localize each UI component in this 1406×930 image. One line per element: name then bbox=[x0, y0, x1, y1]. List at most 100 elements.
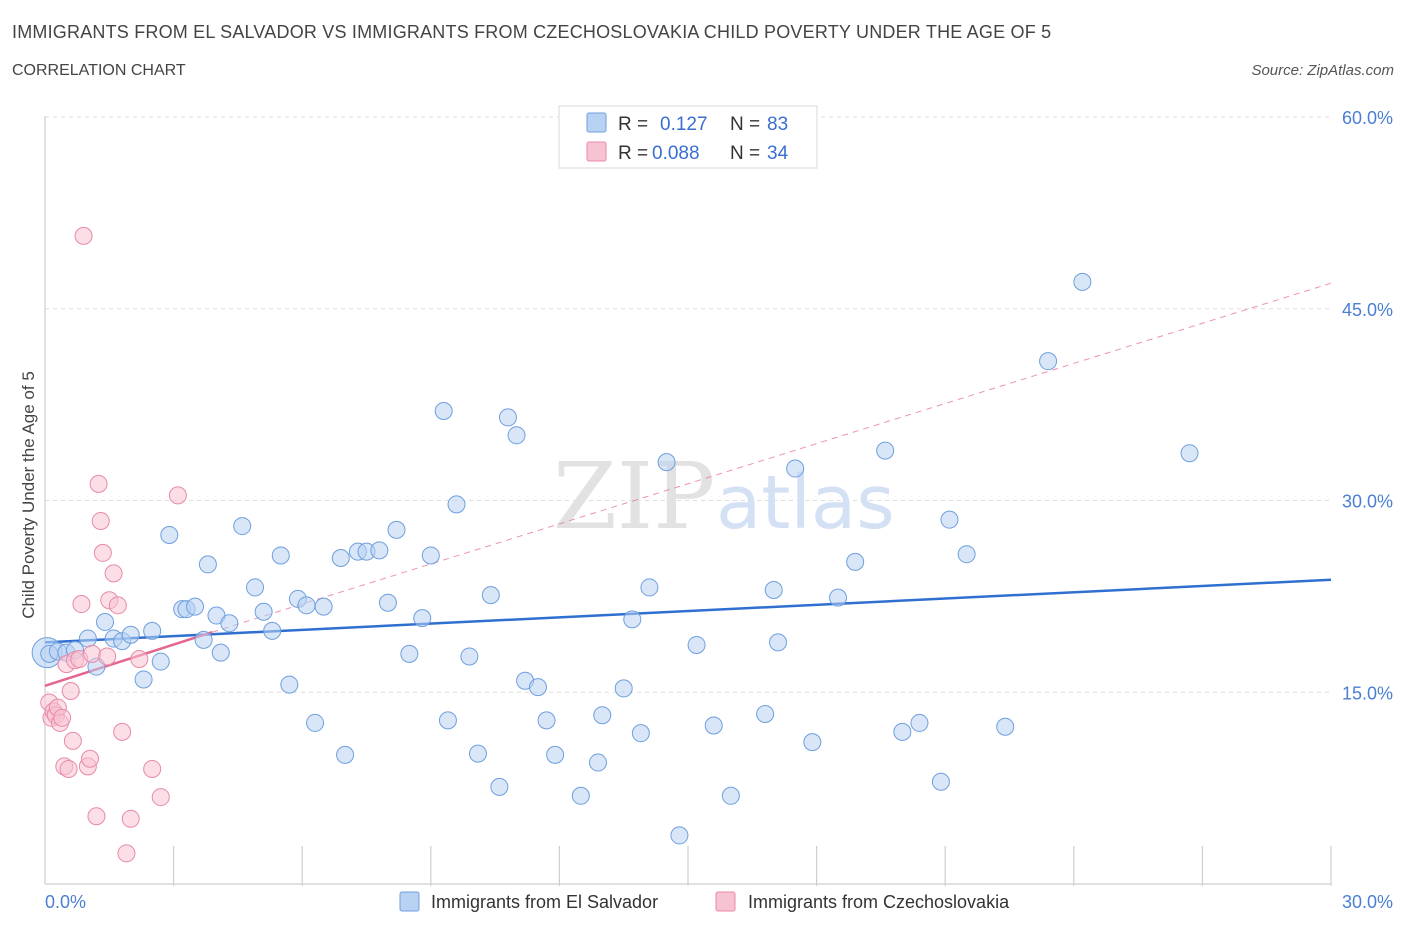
source-credit: Source: ZipAtlas.com bbox=[1251, 62, 1394, 79]
point-pink-33 bbox=[168, 486, 187, 505]
point-blue-30 bbox=[306, 713, 325, 732]
point-blue-42 bbox=[434, 402, 453, 421]
point-pink-6 bbox=[53, 708, 72, 727]
point-blue-52 bbox=[528, 678, 547, 697]
point-pink-15 bbox=[74, 226, 93, 245]
point-pink-17 bbox=[81, 749, 100, 768]
point-blue-10 bbox=[134, 670, 153, 689]
legend-swatch-pink bbox=[586, 141, 607, 162]
point-blue-63 bbox=[670, 826, 689, 845]
point-pink-29 bbox=[121, 809, 140, 828]
y-tick-label-1: 30.0% bbox=[1342, 492, 1393, 512]
point-blue-68 bbox=[764, 580, 783, 599]
point-blue-69 bbox=[769, 633, 788, 652]
point-pink-30 bbox=[130, 650, 149, 669]
legend-swatch-blue bbox=[586, 112, 607, 133]
trend-line-pink bbox=[44, 630, 213, 688]
point-blue-23 bbox=[246, 578, 265, 597]
watermark-zip: ZIP bbox=[553, 443, 715, 550]
y-axis-label: Child Poverty Under the Age of 5 bbox=[19, 371, 38, 619]
grid-lines bbox=[45, 116, 1331, 693]
point-pink-32 bbox=[151, 788, 170, 807]
point-pink-10 bbox=[61, 681, 80, 700]
point-blue-21 bbox=[220, 614, 239, 633]
legend-r-label-pink: R = bbox=[618, 143, 648, 164]
x-ticks bbox=[173, 846, 1332, 886]
point-blue-75 bbox=[893, 722, 912, 741]
point-blue-56 bbox=[588, 753, 607, 772]
point-blue-64 bbox=[687, 635, 706, 654]
point-blue-78 bbox=[940, 510, 959, 529]
point-blue-22 bbox=[233, 517, 252, 536]
point-blue-20 bbox=[211, 643, 230, 662]
point-blue-77 bbox=[931, 772, 950, 791]
point-blue-54 bbox=[546, 745, 565, 764]
point-blue-81 bbox=[1039, 352, 1058, 371]
point-pink-20 bbox=[89, 474, 108, 493]
point-blue-71 bbox=[803, 733, 822, 752]
point-blue-55 bbox=[571, 786, 590, 805]
point-pink-14 bbox=[72, 595, 91, 614]
bottom-legend: Immigrants from El Salvador Immigrants f… bbox=[399, 891, 1010, 912]
legend-n-label-pink: N = bbox=[730, 143, 760, 164]
point-blue-58 bbox=[614, 679, 633, 698]
point-pink-23 bbox=[98, 647, 117, 666]
point-blue-45 bbox=[460, 647, 479, 666]
point-blue-65 bbox=[704, 716, 723, 735]
chart-subtitle: CORRELATION CHART bbox=[12, 62, 186, 79]
point-blue-40 bbox=[413, 609, 432, 628]
point-blue-41 bbox=[421, 546, 440, 565]
point-blue-43 bbox=[438, 711, 457, 730]
point-blue-62 bbox=[657, 453, 676, 472]
point-blue-18 bbox=[198, 555, 217, 574]
point-blue-57 bbox=[593, 706, 612, 725]
point-blue-31 bbox=[314, 597, 333, 616]
legend-box: R = 0.127 N = 83 R = 0.088 N = 34 bbox=[558, 105, 818, 169]
point-blue-61 bbox=[640, 578, 659, 597]
point-blue-37 bbox=[378, 593, 397, 612]
point-blue-59 bbox=[623, 610, 642, 629]
watermark-atlas: atlas bbox=[716, 460, 895, 546]
point-pink-21 bbox=[91, 511, 110, 530]
legend-r-label-blue: R = bbox=[618, 114, 648, 135]
bottom-legend-label-pink: Immigrants from Czechoslovakia bbox=[748, 892, 1010, 912]
point-blue-17 bbox=[194, 630, 213, 649]
point-blue-53 bbox=[537, 711, 556, 730]
legend-n-label-blue: N = bbox=[730, 114, 760, 135]
y-tick-label-0: 15.0% bbox=[1342, 683, 1393, 703]
point-blue-82 bbox=[1073, 272, 1092, 291]
point-blue-36 bbox=[370, 541, 389, 560]
point-blue-74 bbox=[876, 441, 895, 460]
point-blue-76 bbox=[910, 713, 929, 732]
point-blue-12 bbox=[151, 652, 170, 671]
legend-r-value-blue: 0.127 bbox=[660, 114, 708, 135]
point-blue-50 bbox=[507, 426, 526, 445]
point-blue-38 bbox=[387, 520, 406, 539]
point-pink-25 bbox=[104, 564, 123, 583]
point-blue-4 bbox=[78, 629, 97, 648]
point-blue-9 bbox=[121, 625, 140, 644]
legend-n-value-blue: 83 bbox=[767, 114, 788, 135]
point-blue-13 bbox=[160, 526, 179, 545]
point-blue-48 bbox=[490, 777, 509, 796]
point-blue-6 bbox=[96, 612, 115, 631]
y-tick-label-2: 45.0% bbox=[1342, 300, 1393, 320]
legend-n-value-pink: 34 bbox=[767, 143, 789, 164]
bottom-legend-swatch-pink bbox=[715, 891, 736, 912]
point-blue-47 bbox=[481, 586, 500, 605]
point-blue-33 bbox=[336, 745, 355, 764]
point-pink-22 bbox=[93, 543, 112, 562]
point-blue-32 bbox=[331, 549, 350, 568]
point-blue-83 bbox=[1180, 444, 1199, 463]
point-blue-79 bbox=[957, 545, 976, 564]
point-blue-25 bbox=[263, 621, 282, 640]
point-blue-60 bbox=[631, 724, 650, 743]
point-blue-72 bbox=[829, 588, 848, 607]
point-blue-66 bbox=[721, 786, 740, 805]
point-blue-16 bbox=[186, 597, 205, 616]
data-points bbox=[31, 226, 1199, 863]
point-pink-18 bbox=[83, 644, 102, 663]
legend-r-value-pink: 0.088 bbox=[652, 143, 700, 164]
point-blue-46 bbox=[468, 744, 487, 763]
